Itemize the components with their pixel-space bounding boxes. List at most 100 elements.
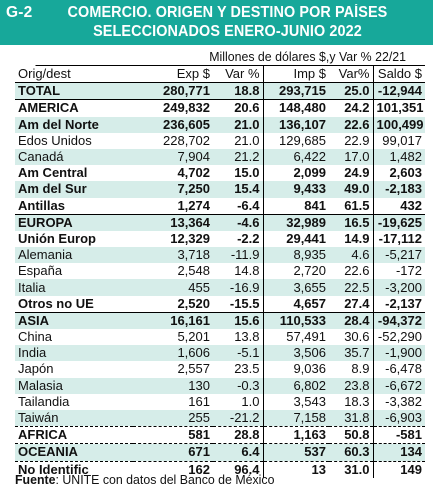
table-row: Am del Sur 7,250 15.4 9,433 49.0 -2,183: [15, 181, 425, 198]
row-imp-var: 22.5: [329, 279, 373, 296]
table-row: EUROPA 13,364 -4.6 32,989 16.5 -19,625: [15, 213, 425, 231]
row-imp-var: 17.0: [329, 148, 373, 166]
row-imp: 148,480: [263, 99, 329, 117]
row-exp-var: -21.2: [213, 409, 264, 427]
table-row: India 1,606 -5.1 3,506 35.7 -1,900: [15, 345, 425, 362]
figure-code: G-2: [6, 4, 33, 21]
table-row: Tailandia 161 1.0 3,543 18.3 -3,382: [15, 393, 425, 410]
row-origin: Italia: [15, 279, 133, 296]
table-row: Am Central 4,702 15.0 2,099 24.9 2,603: [15, 165, 425, 182]
row-origin: India: [15, 345, 133, 362]
row-imp: 6,422: [263, 148, 329, 166]
table-row: TOTAL 280,771 18.8 293,715 25.0 -12,944: [15, 82, 425, 101]
row-imp: 7,158: [263, 409, 329, 427]
row-exp: 1,606: [133, 345, 213, 362]
row-saldo: 1,482: [372, 148, 425, 166]
row-imp-var: 16.5: [329, 213, 373, 231]
row-exp-var: 21.0: [213, 132, 264, 149]
row-imp: 3,543: [263, 393, 329, 410]
row-origin: Malasia: [15, 377, 133, 394]
row-exp-var: 14.8: [213, 263, 264, 280]
row-saldo: 134: [372, 443, 425, 461]
row-exp-var: 21.0: [213, 116, 264, 133]
row-exp-var: 96.4: [213, 460, 264, 478]
row-imp-var: 30.6: [329, 329, 373, 346]
row-imp: 1,163: [263, 426, 329, 444]
row-imp-var: 31.8: [329, 409, 373, 427]
row-origin: Am Central: [15, 165, 133, 182]
row-exp: 671: [133, 443, 213, 461]
row-imp: 293,715: [263, 82, 329, 101]
table-row: Antillas 1,274 -6.4 841 61.5 432: [15, 197, 425, 215]
table-row: China 5,201 13.8 57,491 30.6 -52,290: [15, 329, 425, 346]
row-origin: Antillas: [15, 197, 133, 215]
row-saldo: -172: [372, 263, 425, 280]
row-imp: 13: [263, 460, 329, 478]
source-label: Fuente: [15, 472, 56, 487]
row-saldo: -2,183: [372, 181, 425, 198]
table-row: Edos Unidos 228,702 21.0 129,685 22.9 99,017: [15, 132, 425, 149]
row-exp: 581: [133, 426, 213, 444]
row-imp-var: 4.6: [329, 247, 373, 264]
title-line-1: COMERCIO. ORIGEN Y DESTINO POR PAÍSES: [67, 4, 388, 21]
row-origin: Alemania: [15, 247, 133, 264]
row-imp: 57,491: [263, 329, 329, 346]
row-saldo: -19,625: [372, 213, 425, 231]
row-exp-var: 23.5: [213, 361, 264, 378]
row-imp-var: 22.6: [329, 263, 373, 280]
row-origin: OCEANIA: [15, 443, 133, 461]
figure-header: G-2 COMERCIO. ORIGEN Y DESTINO POR PAÍSE…: [0, 0, 433, 45]
row-saldo: -12,944: [372, 82, 425, 101]
row-origin: Am del Norte: [15, 116, 133, 133]
row-imp-var: 18.3: [329, 393, 373, 410]
row-exp: 3,718: [133, 247, 213, 264]
row-saldo: 2,603: [372, 165, 425, 182]
table-row: OCEANIA 671 6.4 537 60.3 134: [15, 443, 425, 461]
row-exp: 1,274: [133, 197, 213, 215]
data-table-box: Millones de dólares $,y Var % 22/21 Orig…: [15, 48, 425, 478]
row-saldo: -3,382: [372, 393, 425, 410]
row-imp: 537: [263, 443, 329, 461]
row-imp: 4,657: [263, 295, 329, 313]
row-imp: 129,685: [263, 132, 329, 149]
row-exp: 455: [133, 279, 213, 296]
row-saldo: -2,137: [372, 295, 425, 313]
row-exp: 12,329: [133, 230, 213, 248]
row-imp-var: 31.0: [329, 460, 373, 478]
col-header-imp: Imp $: [263, 66, 329, 84]
row-imp: 9,433: [263, 181, 329, 198]
column-header-row: Orig/dest Exp $ Var % Imp $ Var% Saldo $: [15, 66, 425, 84]
row-saldo: -6,672: [372, 377, 425, 394]
row-imp-var: 35.7: [329, 345, 373, 362]
row-imp-var: 23.8: [329, 377, 373, 394]
row-imp: 6,802: [263, 377, 329, 394]
row-origin: AFRICA: [15, 426, 133, 444]
row-exp-var: 18.8: [213, 82, 264, 101]
row-exp: 2,548: [133, 263, 213, 280]
row-imp: 3,506: [263, 345, 329, 362]
row-imp-var: 14.9: [329, 230, 373, 248]
row-saldo: 99,017: [372, 132, 425, 149]
row-exp-var: -2.2: [213, 230, 264, 248]
table-row: Italia 455 -16.9 3,655 22.5 -3,200: [15, 279, 425, 296]
row-exp: 255: [133, 409, 213, 427]
row-exp: 249,832: [133, 99, 213, 117]
row-exp-var: 15.0: [213, 165, 264, 182]
table-row: Taiwán 255 -21.2 7,158 31.8 -6,903: [15, 409, 425, 427]
row-exp: 2,520: [133, 295, 213, 313]
row-exp-var: 15.4: [213, 181, 264, 198]
row-saldo: 149: [372, 460, 425, 478]
row-exp-var: -16.9: [213, 279, 264, 296]
row-origin: Am del Sur: [15, 181, 133, 198]
row-exp-var: 15.6: [213, 311, 264, 329]
row-imp: 2,720: [263, 263, 329, 280]
row-origin: Tailandia: [15, 393, 133, 410]
row-exp-var: -6.4: [213, 197, 264, 215]
row-origin: TOTAL: [15, 82, 133, 101]
row-imp-var: 49.0: [329, 181, 373, 198]
row-saldo: -3,200: [372, 279, 425, 296]
table-row: No Identific 162 96.4 13 31.0 149: [15, 460, 425, 478]
col-header-saldo: Saldo $: [372, 66, 425, 84]
row-imp-var: 50.8: [329, 426, 373, 444]
row-origin: China: [15, 329, 133, 346]
